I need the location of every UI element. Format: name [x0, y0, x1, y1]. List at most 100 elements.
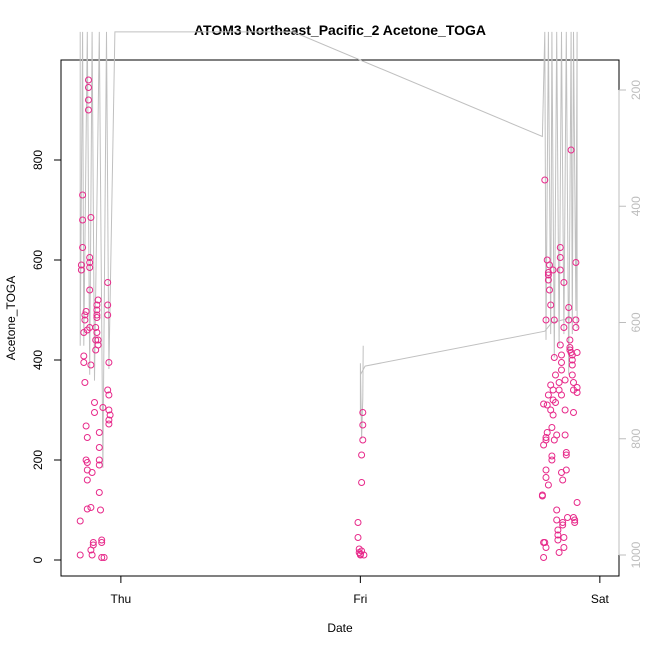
data-point — [86, 264, 94, 271]
data-point — [571, 519, 579, 526]
data-point — [98, 539, 106, 546]
data-point — [543, 401, 551, 409]
chart-title: ATOM3 Northeast_Pacific_2 Acetone_TOGA — [194, 22, 486, 38]
data-point — [83, 459, 91, 466]
data-point — [572, 324, 580, 331]
data-point — [573, 389, 581, 396]
data-point — [89, 539, 97, 546]
data-point — [85, 76, 92, 84]
data-point — [94, 341, 102, 349]
data-point — [98, 536, 106, 544]
data-point — [573, 384, 581, 391]
data-point — [94, 296, 102, 304]
data-point — [91, 399, 98, 406]
data-point — [81, 311, 89, 319]
data-point — [76, 551, 84, 559]
data-point — [80, 359, 88, 366]
y2-tick-label: 600 — [629, 312, 643, 332]
data-point — [561, 376, 569, 384]
data-point — [572, 316, 580, 324]
data-point — [552, 371, 559, 379]
data-point — [542, 434, 550, 441]
x-axis-label: Date — [327, 621, 353, 635]
data-point — [552, 399, 559, 406]
data-point — [567, 146, 575, 154]
data-point — [93, 329, 101, 336]
y2-axis: 200 400 600 800 1000 — [618, 80, 643, 568]
data-point — [556, 341, 564, 349]
data-point — [356, 551, 364, 559]
data-point — [104, 311, 112, 319]
y-tick-label: 0 — [31, 556, 45, 563]
data-point — [100, 554, 108, 561]
profile-lines — [79, 31, 578, 468]
data-point — [572, 259, 580, 266]
data-point — [560, 324, 568, 331]
data-point — [87, 214, 95, 221]
data-point — [555, 379, 563, 386]
data-point — [544, 271, 552, 279]
data-point — [82, 308, 90, 315]
data-point — [555, 549, 563, 556]
data-point — [562, 451, 570, 459]
x-axis: Thu Fri Sat — [111, 575, 610, 606]
data-point — [543, 429, 551, 436]
data-point — [86, 254, 94, 261]
data-point — [105, 420, 113, 428]
data-point — [360, 551, 368, 559]
data-point — [558, 391, 565, 399]
data-point — [550, 354, 558, 361]
data-point — [560, 544, 568, 551]
data-point — [561, 431, 569, 439]
data-point — [560, 534, 568, 541]
data-point — [550, 316, 558, 324]
data-point — [92, 324, 100, 331]
data-point — [570, 379, 577, 386]
y-tick-label: 600 — [31, 250, 45, 270]
data-point — [544, 276, 552, 284]
data-point — [95, 429, 103, 436]
data-point — [564, 514, 571, 521]
data-point — [541, 176, 549, 184]
data-point — [554, 536, 562, 544]
data-point — [542, 474, 550, 481]
data-point — [83, 434, 91, 441]
data-point — [95, 456, 103, 464]
data-point — [358, 547, 366, 555]
y-tick-label: 400 — [31, 350, 45, 370]
data-point — [573, 499, 581, 506]
data-point — [542, 316, 550, 324]
data-point — [91, 409, 98, 416]
data-point — [83, 476, 91, 484]
data-point — [549, 266, 557, 274]
x-tick-label: Thu — [111, 592, 132, 606]
data-point — [556, 266, 564, 274]
data-point — [573, 349, 581, 356]
data-point — [544, 481, 552, 489]
data-point — [81, 316, 89, 324]
data-point — [547, 301, 555, 309]
data-point — [95, 461, 103, 469]
data-point — [359, 436, 367, 444]
x-tick-label: Fri — [353, 592, 367, 606]
data-point — [359, 409, 367, 416]
data-point — [558, 366, 565, 374]
data-point — [85, 96, 92, 104]
data-point — [85, 106, 92, 114]
data-point — [105, 406, 113, 414]
data-point — [565, 304, 573, 311]
data-point — [568, 371, 576, 379]
data-point — [83, 505, 91, 513]
data-point — [85, 84, 92, 91]
data-point — [104, 301, 112, 309]
data-point — [541, 539, 549, 546]
data-point — [558, 359, 565, 366]
data-point — [80, 352, 88, 360]
data-point — [562, 449, 570, 456]
data-point — [86, 259, 94, 266]
data-point — [554, 526, 562, 534]
data-point — [81, 379, 89, 386]
data-point — [559, 476, 567, 484]
data-point — [570, 409, 577, 416]
data-point — [94, 336, 102, 344]
